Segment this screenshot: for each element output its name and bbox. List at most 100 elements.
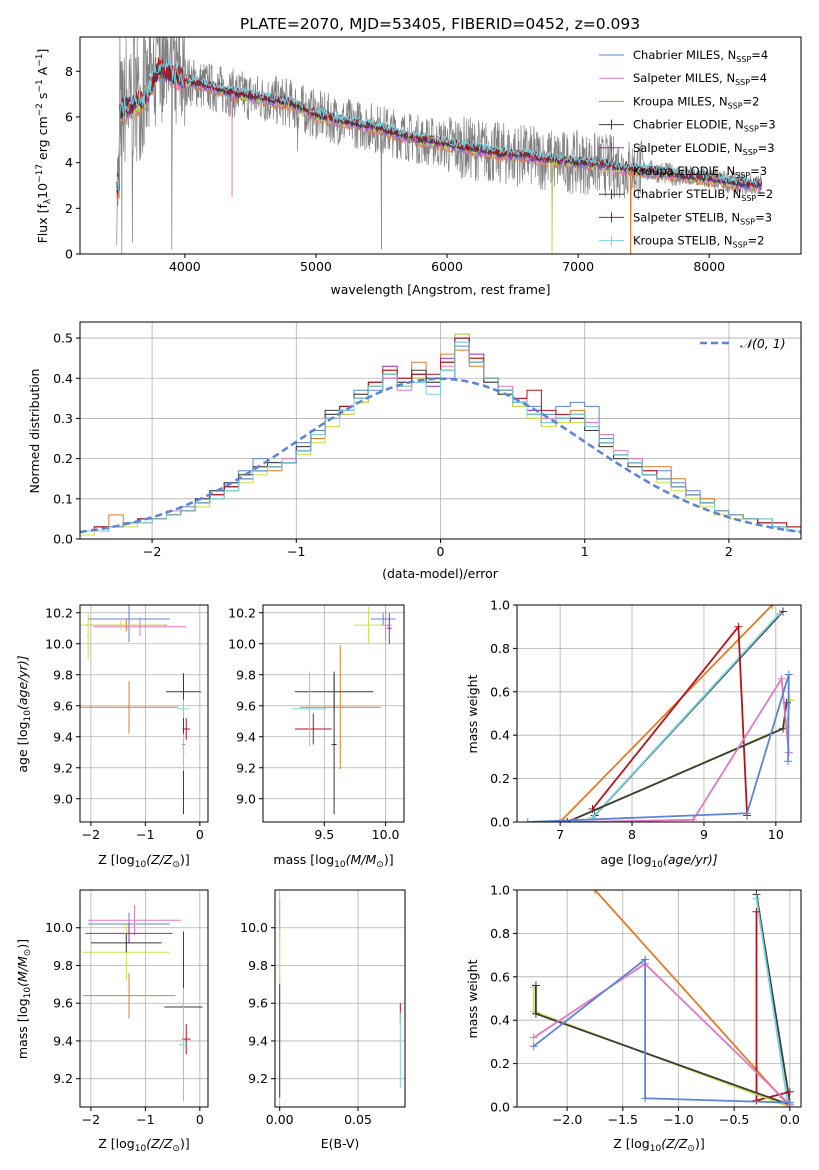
y-tick-label: 0.8 <box>490 641 510 656</box>
weight-marker-salpeter_stelib <box>734 622 743 631</box>
massweight_vs_z-x-axis-label-part: ⊙ <box>687 1144 695 1154</box>
massweight-z-y-axis-label: mass weight <box>465 959 480 1038</box>
age_vs_z-x-axis-label-part: )] <box>180 852 190 867</box>
mass_vs_z-x-axis-label-part: )] <box>180 1136 190 1151</box>
legend-label-kroupa_miles-part: Kroupa MILES, N <box>633 94 728 108</box>
normal-distribution-curve <box>80 377 801 534</box>
legend-label-chabrier_miles-part: =4 <box>751 48 768 62</box>
axes-frame <box>274 889 406 1108</box>
y-tick-label: 10.2 <box>228 605 256 620</box>
spectrum-y-axis-label-part: −2 <box>35 103 45 116</box>
y-tick-label: 0.4 <box>490 1013 510 1028</box>
x-tick-label: 9.5 <box>314 827 334 842</box>
x-tick-label: 2 <box>725 544 733 559</box>
x-tick-label: 0 <box>437 544 445 559</box>
x-tick-label: 0 <box>196 827 204 842</box>
plot-area-massweight_vs_age <box>523 605 795 822</box>
y-tick-label: 10.2 <box>45 605 73 620</box>
x-tick-label: −1.0 <box>663 1112 693 1127</box>
y-tick-label: 0.5 <box>53 331 73 346</box>
weight-line-chabrier_miles <box>533 957 790 1104</box>
y-tick-label: 0.6 <box>490 684 510 699</box>
spectrum-y-axis-label-part: −1 <box>35 54 45 67</box>
y-tick-label: 10.0 <box>45 920 73 935</box>
y-tick-label: 9.2 <box>53 1071 73 1086</box>
x-tick-label: 0.0 <box>780 1112 800 1127</box>
mass-vs-z-y-axis-label-part: 10 <box>23 987 33 999</box>
mass-vs-z-y-axis-label-part: ⊙ <box>23 949 33 957</box>
x-tick-label: 7000 <box>562 259 594 274</box>
legend-label-kroupa_stelib: Kroupa STELIB, NSSP=2 <box>633 234 764 250</box>
weight-marker-salpeter_miles <box>689 815 698 822</box>
y-tick-label: 0.2 <box>490 771 510 786</box>
massweight-age-x-axis-label-part: 10 <box>652 860 664 870</box>
y-tick-label: 9.2 <box>236 760 256 775</box>
axes-frame <box>79 604 209 823</box>
y-tick-label: 0.1 <box>53 491 73 506</box>
legend-label-chabrier_elodie: Chabrier ELODIE, NSSP=3 <box>633 118 776 134</box>
legend-label-salpeter_stelib-part: SSP <box>740 217 755 226</box>
age-vs-z-y-axis-label: age [log10(age/yr)] <box>15 655 33 772</box>
legend-label-chabrier_elodie-part: =3 <box>759 118 776 132</box>
y-tick-label: 9.0 <box>236 791 256 806</box>
legend-label-chabrier_stelib-part: SSP <box>741 194 756 203</box>
legend-label-chabrier_stelib: Chabrier STELIB, NSSP=2 <box>633 187 773 203</box>
axes-spectrum: 4000 5000 6000 7000 8000 0 2 4 6 8 wavelength [Ang… <box>35 36 802 297</box>
legend-label-kroupa_miles-part: SSP <box>728 101 743 110</box>
histogram-kroupa_stelib <box>80 341 801 539</box>
weight-marker-chabrier_miles <box>529 1042 538 1051</box>
age_vs_z-x-axis-label: Z [log10(Z/Z⊙)] <box>98 852 189 870</box>
legend-label-salpeter_elodie: Salpeter ELODIE, NSSP=3 <box>633 141 775 157</box>
age_vs_mass-x-axis-label-part: ⊙ <box>376 860 384 870</box>
y-tick-label: 9.4 <box>53 729 73 744</box>
legend-label-chabrier_stelib-part: =2 <box>756 187 773 201</box>
x-tick-label: 10 <box>768 827 784 842</box>
y-tick-label: 9.8 <box>248 958 268 973</box>
mass_vs_z-x-axis-label-part: Z [log <box>98 1136 134 1151</box>
legend-label-salpeter_stelib-part: =3 <box>755 210 772 224</box>
axes-massweight_vs_z: −2.0 −1.5 −1.0 −0.5 0.0 0.0 0.2 0.4 0.6 0.8 1.0 Z [… <box>465 883 802 1154</box>
weight-line-kroupa_miles <box>594 890 791 1107</box>
y-tick-label: 0.6 <box>490 969 510 984</box>
weight-marker-chabrier_miles <box>785 1098 794 1107</box>
y-tick-label: 0.8 <box>490 926 510 941</box>
spectrum-y-axis-label-part: λ <box>43 198 53 204</box>
y-tick-label: 10.0 <box>45 636 73 651</box>
spectrum-y-axis-label-part: −1 <box>35 79 45 92</box>
y-tick-label: 8 <box>65 64 73 79</box>
mass-vs-z-y-axis-label-part: )] <box>15 939 30 949</box>
y-tick-label: 0.3 <box>53 411 73 426</box>
x-tick-label: 9 <box>700 827 708 842</box>
legend-label-kroupa_elodie: Kroupa ELODIE, NSSP=3 <box>633 164 767 180</box>
axes-age_vs_z: −2 −1 09.09.29.49.69.810.010.2Z [log10(Z/Z… <box>15 604 209 870</box>
age_vs_z-x-axis-label-part: ⊙ <box>172 860 180 870</box>
axes-age_vs_mass: 9.5 10.0 9.0 9.2 9.4 9.6 9.8 10.0 10.2 mass [log1… <box>228 604 405 870</box>
age-vs-z-y-axis-label-part: 10 <box>23 710 33 722</box>
legend-label-normal: 𝒩(0, 1) <box>740 336 786 351</box>
weight-marker-salpeter_stelib <box>752 1096 761 1105</box>
y-tick-label: 9.4 <box>236 729 256 744</box>
y-tick-label: 9.8 <box>236 667 256 682</box>
age-vs-z-y-axis-label-part: age [log <box>15 721 30 772</box>
legend-label-salpeter_miles: Salpeter MILES, NSSP=4 <box>633 71 767 87</box>
y-tick-label: 1.0 <box>490 598 510 613</box>
y-tick-label: 9.8 <box>53 958 73 973</box>
legend-label-chabrier_stelib-part: Chabrier STELIB, N <box>633 187 741 201</box>
age_vs_mass-x-axis-label-part: mass [log <box>273 852 334 867</box>
legend-label-salpeter_elodie-part: =3 <box>758 141 775 155</box>
x-tick-label: −0.5 <box>719 1112 749 1127</box>
x-tick-label: 0.00 <box>266 1112 294 1127</box>
y-tick-label: 9.6 <box>53 996 73 1011</box>
plot-area-spectrum <box>116 37 763 254</box>
weight-marker-chabrier_elodie <box>563 818 572 822</box>
legend-label-chabrier_elodie-part: Chabrier ELODIE, N <box>633 118 744 132</box>
axes-residuals: −2 −1 0 1 2 0.0 0.1 0.2 0.3 0.4 0.5 (data-model)/er… <box>27 321 802 581</box>
spectrum-y-axis-label-part: −17 <box>35 164 45 183</box>
y-tick-label: 0 <box>65 247 73 262</box>
spectrum-y-axis-label-part: A <box>35 66 50 79</box>
y-tick-label: 4 <box>65 155 73 170</box>
legend-label-kroupa_stelib-part: SSP <box>733 241 748 250</box>
massweight_vs_z-x-axis-label-part: 10 <box>650 1144 662 1154</box>
